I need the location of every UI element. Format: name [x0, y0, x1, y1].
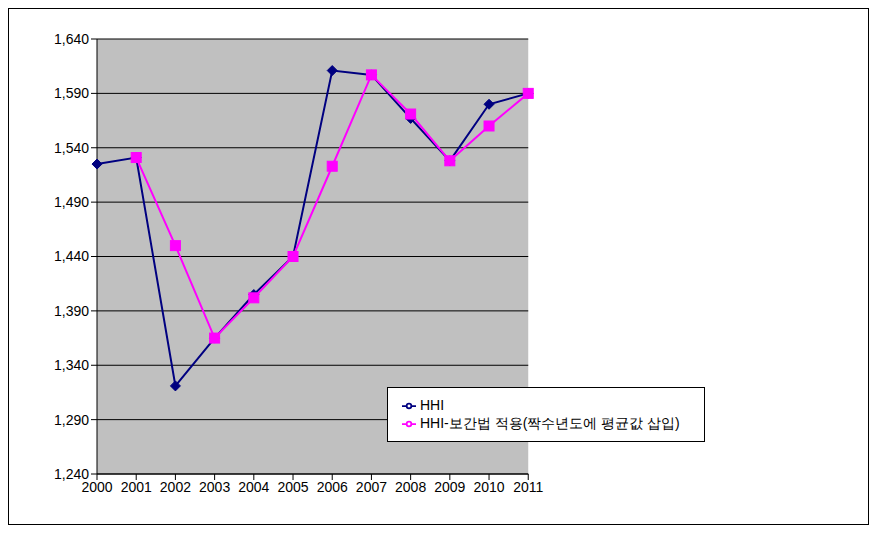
svg-text:2006: 2006	[317, 479, 348, 495]
svg-text:1,540: 1,540	[54, 140, 89, 156]
svg-text:2000: 2000	[81, 478, 113, 495]
svg-text:2007: 2007	[356, 479, 387, 495]
svg-text:1,390: 1,390	[54, 303, 89, 319]
html-text:HHI: HHI	[420, 397, 445, 413]
svg-text:2010: 2010	[473, 479, 504, 495]
svg-text:2011: 2011	[513, 479, 543, 495]
svg-text:2001: 2001	[121, 479, 152, 495]
svg-text:1,490: 1,490	[54, 194, 89, 210]
svg-text:2004: 2004	[238, 479, 269, 495]
svg-text:1,640: 1,640	[54, 31, 89, 47]
svg-text:2003: 2003	[199, 479, 230, 495]
svg-text:2008: 2008	[395, 479, 426, 495]
html-text:HHI-보간법 적용(짝수년도에 평균값 삽입): HHI-보간법 적용(짝수년도에 평균값 삽입)	[420, 415, 680, 431]
svg-text:1,440: 1,440	[54, 248, 89, 264]
svg-text:2009: 2009	[434, 479, 465, 495]
svg-text:1,290: 1,290	[54, 412, 89, 428]
svg-text:1,240: 1,240	[54, 466, 89, 482]
svg-text:1,340: 1,340	[54, 357, 89, 373]
svg-text:1,590: 1,590	[54, 85, 89, 101]
svg-text:2002: 2002	[160, 479, 191, 495]
svg-text:2005: 2005	[277, 479, 308, 495]
